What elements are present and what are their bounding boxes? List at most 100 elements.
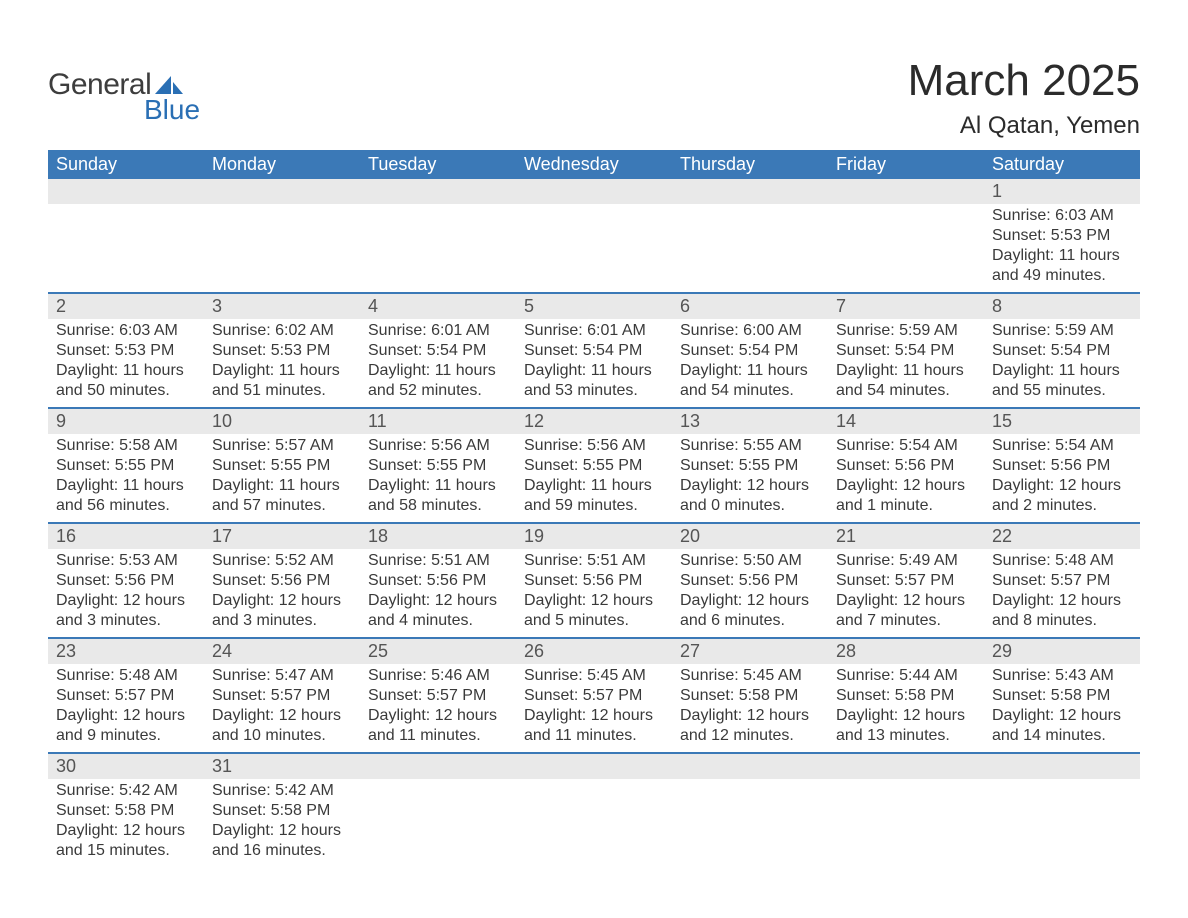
day-detail: Sunrise: 5:54 AMSunset: 5:56 PMDaylight:… [828, 434, 984, 522]
calendar-header-row: Sunday Monday Tuesday Wednesday Thursday… [48, 150, 1140, 179]
calendar-cell: 24Sunrise: 5:47 AMSunset: 5:57 PMDayligh… [204, 638, 360, 753]
day-dl2: and 56 minutes. [56, 496, 196, 516]
day-dl2: and 11 minutes. [368, 726, 508, 746]
brand-word1: General [48, 68, 151, 102]
brand-logo: General Blue [48, 68, 200, 126]
day-detail: Sunrise: 5:45 AMSunset: 5:57 PMDaylight:… [516, 664, 672, 752]
calendar-cell: 18Sunrise: 5:51 AMSunset: 5:56 PMDayligh… [360, 523, 516, 638]
day-dl1: Daylight: 12 hours [368, 591, 508, 611]
day-number: 21 [828, 524, 984, 549]
day-detail [360, 204, 516, 284]
day-sunrise: Sunrise: 5:48 AM [992, 551, 1132, 571]
calendar-cell: 3Sunrise: 6:02 AMSunset: 5:53 PMDaylight… [204, 293, 360, 408]
day-sunrise: Sunrise: 5:42 AM [212, 781, 352, 801]
day-sunrise: Sunrise: 5:45 AM [524, 666, 664, 686]
day-sunrise: Sunrise: 6:03 AM [992, 206, 1132, 226]
day-number: 6 [672, 294, 828, 319]
calendar-cell: 7Sunrise: 5:59 AMSunset: 5:54 PMDaylight… [828, 293, 984, 408]
calendar-cell [360, 753, 516, 867]
day-dl2: and 50 minutes. [56, 381, 196, 401]
calendar-cell: 20Sunrise: 5:50 AMSunset: 5:56 PMDayligh… [672, 523, 828, 638]
day-number [360, 754, 516, 779]
day-dl1: Daylight: 11 hours [680, 361, 820, 381]
calendar-cell: 22Sunrise: 5:48 AMSunset: 5:57 PMDayligh… [984, 523, 1140, 638]
day-sunset: Sunset: 5:54 PM [680, 341, 820, 361]
calendar-cell: 14Sunrise: 5:54 AMSunset: 5:56 PMDayligh… [828, 408, 984, 523]
day-dl1: Daylight: 12 hours [56, 706, 196, 726]
day-dl1: Daylight: 11 hours [992, 246, 1132, 266]
day-detail: Sunrise: 5:59 AMSunset: 5:54 PMDaylight:… [828, 319, 984, 407]
day-sunset: Sunset: 5:56 PM [368, 571, 508, 591]
day-detail: Sunrise: 6:01 AMSunset: 5:54 PMDaylight:… [516, 319, 672, 407]
day-sunrise: Sunrise: 5:59 AM [836, 321, 976, 341]
calendar-cell: 8Sunrise: 5:59 AMSunset: 5:54 PMDaylight… [984, 293, 1140, 408]
day-number: 23 [48, 639, 204, 664]
day-detail [672, 779, 828, 859]
day-sunset: Sunset: 5:54 PM [368, 341, 508, 361]
day-dl1: Daylight: 11 hours [524, 361, 664, 381]
month-title: March 2025 [908, 56, 1140, 106]
day-number [516, 179, 672, 204]
day-dl2: and 53 minutes. [524, 381, 664, 401]
day-sunset: Sunset: 5:54 PM [992, 341, 1132, 361]
day-number: 9 [48, 409, 204, 434]
day-sunrise: Sunrise: 5:54 AM [992, 436, 1132, 456]
day-dl2: and 52 minutes. [368, 381, 508, 401]
day-detail: Sunrise: 5:58 AMSunset: 5:55 PMDaylight:… [48, 434, 204, 522]
day-detail: Sunrise: 5:51 AMSunset: 5:56 PMDaylight:… [360, 549, 516, 637]
calendar-cell [516, 179, 672, 293]
day-detail [360, 779, 516, 859]
calendar-cell: 27Sunrise: 5:45 AMSunset: 5:58 PMDayligh… [672, 638, 828, 753]
day-sunset: Sunset: 5:55 PM [680, 456, 820, 476]
day-number [48, 179, 204, 204]
day-detail [828, 779, 984, 859]
day-dl2: and 49 minutes. [992, 266, 1132, 286]
day-sunset: Sunset: 5:54 PM [836, 341, 976, 361]
day-detail [828, 204, 984, 284]
calendar-cell: 25Sunrise: 5:46 AMSunset: 5:57 PMDayligh… [360, 638, 516, 753]
day-sunrise: Sunrise: 5:44 AM [836, 666, 976, 686]
day-sunrise: Sunrise: 5:45 AM [680, 666, 820, 686]
calendar-cell: 16Sunrise: 5:53 AMSunset: 5:56 PMDayligh… [48, 523, 204, 638]
day-dl1: Daylight: 11 hours [56, 361, 196, 381]
day-number [516, 754, 672, 779]
day-number: 4 [360, 294, 516, 319]
calendar-cell: 29Sunrise: 5:43 AMSunset: 5:58 PMDayligh… [984, 638, 1140, 753]
calendar-cell [204, 179, 360, 293]
day-dl2: and 16 minutes. [212, 841, 352, 861]
calendar-cell [672, 179, 828, 293]
day-sunrise: Sunrise: 6:02 AM [212, 321, 352, 341]
day-number: 12 [516, 409, 672, 434]
day-dl2: and 3 minutes. [56, 611, 196, 631]
day-sunrise: Sunrise: 5:54 AM [836, 436, 976, 456]
day-sunset: Sunset: 5:55 PM [56, 456, 196, 476]
day-dl1: Daylight: 12 hours [56, 591, 196, 611]
day-detail: Sunrise: 5:50 AMSunset: 5:56 PMDaylight:… [672, 549, 828, 637]
day-dl1: Daylight: 12 hours [212, 706, 352, 726]
calendar-cell: 28Sunrise: 5:44 AMSunset: 5:58 PMDayligh… [828, 638, 984, 753]
day-sunset: Sunset: 5:53 PM [212, 341, 352, 361]
calendar-week-row: 1Sunrise: 6:03 AMSunset: 5:53 PMDaylight… [48, 179, 1140, 293]
day-dl2: and 4 minutes. [368, 611, 508, 631]
calendar-cell: 10Sunrise: 5:57 AMSunset: 5:55 PMDayligh… [204, 408, 360, 523]
day-detail: Sunrise: 5:56 AMSunset: 5:55 PMDaylight:… [516, 434, 672, 522]
day-sunrise: Sunrise: 6:01 AM [524, 321, 664, 341]
day-detail [516, 204, 672, 284]
day-sunrise: Sunrise: 5:48 AM [56, 666, 196, 686]
day-number: 11 [360, 409, 516, 434]
day-dl2: and 15 minutes. [56, 841, 196, 861]
day-dl1: Daylight: 12 hours [836, 706, 976, 726]
day-sunset: Sunset: 5:55 PM [212, 456, 352, 476]
day-dl1: Daylight: 12 hours [368, 706, 508, 726]
day-detail: Sunrise: 5:57 AMSunset: 5:55 PMDaylight:… [204, 434, 360, 522]
day-dl2: and 13 minutes. [836, 726, 976, 746]
day-sunset: Sunset: 5:57 PM [524, 686, 664, 706]
day-detail: Sunrise: 5:56 AMSunset: 5:55 PMDaylight:… [360, 434, 516, 522]
day-sunrise: Sunrise: 5:51 AM [368, 551, 508, 571]
day-dl2: and 54 minutes. [680, 381, 820, 401]
day-detail: Sunrise: 6:02 AMSunset: 5:53 PMDaylight:… [204, 319, 360, 407]
day-dl1: Daylight: 11 hours [368, 361, 508, 381]
day-number: 20 [672, 524, 828, 549]
brand-sail-icon [155, 74, 183, 94]
day-sunset: Sunset: 5:58 PM [680, 686, 820, 706]
